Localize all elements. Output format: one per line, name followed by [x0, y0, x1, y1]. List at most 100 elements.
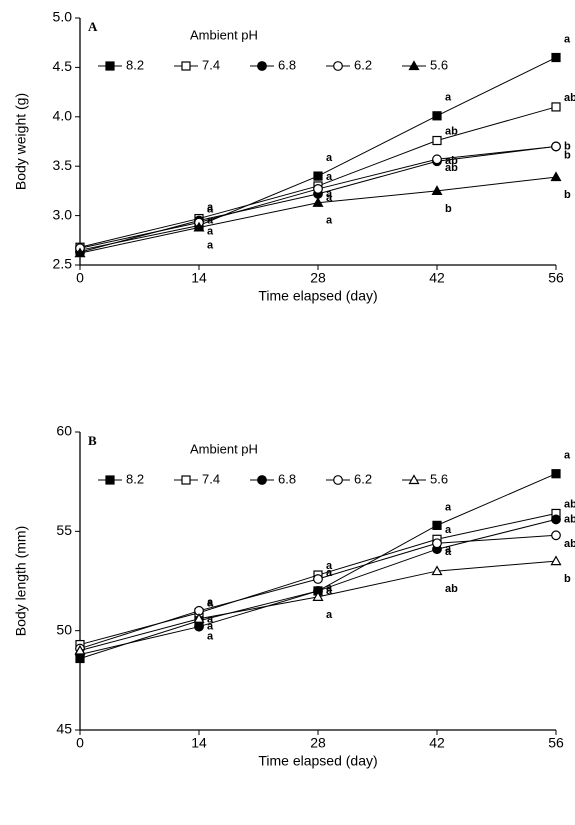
y-tick-label: 4.0 [53, 108, 73, 124]
significance-letter: b [445, 203, 452, 215]
panel-label: A [88, 19, 98, 34]
significance-letter: a [207, 225, 214, 237]
y-tick-label: 55 [56, 522, 72, 538]
legend-title: Ambient pH [190, 441, 258, 456]
data-point [432, 154, 442, 165]
data-point [74, 644, 86, 655]
significance-letter: a [207, 597, 214, 609]
data-point [551, 52, 561, 63]
significance-letter: a [564, 450, 571, 462]
data-point [74, 247, 86, 258]
significance-letter: a [326, 215, 333, 227]
x-tick-label: 0 [76, 270, 84, 286]
significance-letter: a [445, 543, 452, 555]
axes [79, 18, 556, 266]
legend-marker [181, 475, 191, 485]
significance-letter: a [207, 201, 214, 213]
significance-letter: ab [445, 162, 458, 174]
y-axis-label: Body weight (g) [13, 93, 29, 190]
legend-marker [105, 61, 115, 71]
significance-letter: a [207, 214, 214, 226]
legend-marker [333, 61, 343, 71]
legend-marker [333, 475, 343, 485]
data-point [551, 469, 561, 479]
y-tick-label: 5.0 [53, 9, 73, 25]
legend-marker [257, 475, 267, 485]
significance-letter: b [564, 140, 571, 152]
y-tick-label: 50 [56, 621, 72, 637]
data-point [550, 171, 562, 182]
x-axis-label: Time elapsed (day) [258, 753, 377, 769]
y-tick-label: 3.0 [53, 206, 73, 222]
legend-label: 6.8 [278, 57, 296, 72]
legend-marker [257, 61, 267, 71]
significance-letter: a [326, 585, 333, 597]
x-axis-label: Time elapsed (day) [258, 288, 377, 304]
legend-label: 6.2 [354, 471, 372, 486]
legend-label: 8.2 [126, 471, 144, 486]
x-tick-label: 28 [310, 735, 326, 751]
y-axis-label: Body length (mm) [13, 526, 29, 636]
data-point [551, 530, 561, 541]
significance-letter: b [564, 189, 571, 201]
x-tick-label: 42 [429, 735, 445, 751]
significance-letter: ab [564, 513, 575, 525]
significance-letter: b [564, 573, 571, 585]
significance-letter: a [445, 92, 452, 104]
significance-letter: a [326, 152, 333, 164]
significance-letter: a [207, 239, 214, 251]
significance-letter: ab [564, 498, 575, 510]
significance-letter: a [326, 567, 333, 579]
x-tick-label: 0 [76, 735, 84, 751]
legend-label: 6.8 [278, 471, 296, 486]
significance-letter: a [326, 171, 333, 183]
data-point [551, 141, 561, 152]
series-line [79, 473, 557, 659]
data-point [313, 171, 323, 181]
panel-label: B [88, 433, 97, 448]
data-point [312, 591, 324, 601]
legend-label: 6.2 [354, 57, 372, 72]
x-tick-label: 42 [429, 270, 445, 286]
significance-letter: a [326, 192, 333, 204]
legend-label: 8.2 [126, 57, 144, 72]
y-tick-label: 4.5 [53, 58, 73, 74]
x-tick-label: 56 [548, 735, 564, 751]
data-point [551, 102, 561, 112]
significance-letter: a [326, 560, 333, 572]
data-point [550, 555, 562, 566]
significance-letter: a [207, 598, 214, 610]
x-tick-label: 28 [310, 270, 326, 286]
legend-marker [105, 475, 115, 485]
data-point [313, 184, 323, 194]
data-point [551, 514, 561, 525]
x-tick-label: 14 [191, 735, 207, 751]
significance-letter: ab [564, 538, 575, 550]
x-tick-label: 14 [191, 270, 207, 286]
significance-letter: ab [564, 92, 575, 104]
data-point [313, 574, 323, 584]
significance-letter: ab [445, 583, 458, 595]
legend-label: 7.4 [202, 57, 220, 72]
data-point [193, 613, 205, 623]
x-tick-label: 56 [548, 270, 564, 286]
legend-marker [408, 474, 420, 485]
legend-title: Ambient pH [190, 27, 258, 42]
data-point [431, 185, 443, 195]
significance-letter: a [326, 582, 333, 594]
legend-marker [181, 61, 191, 71]
legend-marker [408, 60, 420, 71]
significance-letter: a [326, 188, 333, 200]
significance-letter: a [207, 614, 214, 626]
data-point [432, 111, 442, 121]
significance-letter: a [207, 621, 214, 633]
significance-letter: a [445, 524, 452, 536]
y-tick-label: 2.5 [53, 256, 73, 272]
data-point [431, 565, 443, 576]
significance-letter: a [564, 33, 571, 45]
y-tick-label: 45 [56, 721, 72, 737]
data-point [432, 538, 442, 549]
significance-letter: a [207, 631, 214, 643]
significance-letter: a [207, 203, 214, 215]
